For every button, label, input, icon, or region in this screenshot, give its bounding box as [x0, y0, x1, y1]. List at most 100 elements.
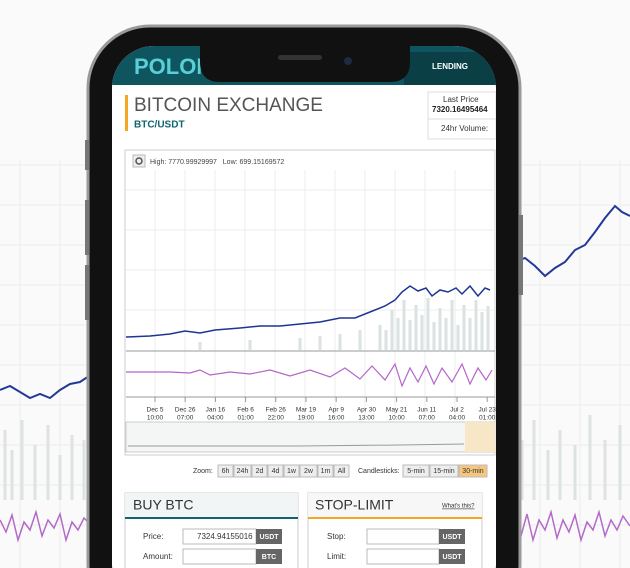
buy-header	[125, 493, 298, 518]
zoom-button[interactable]	[217, 464, 234, 478]
date-label: Apr 30	[357, 407, 377, 414]
lending-tab[interactable]	[404, 52, 496, 85]
zoom-button[interactable]	[283, 464, 300, 478]
zoom-button-label[interactable]: 1m	[321, 468, 331, 475]
limit-unit: USDT	[442, 554, 462, 561]
limit-label: Limit:	[327, 552, 346, 561]
price-label: Price:	[143, 532, 163, 541]
time-label: 07:00	[419, 415, 436, 422]
zoom-label: Zoom:	[193, 468, 213, 475]
price-line	[125, 284, 491, 338]
high-low: High: 7770.99929997 Low: 699.15169572	[150, 159, 284, 166]
volume-bars	[198, 298, 490, 350]
price-unit-tag	[256, 529, 282, 544]
amount-label: Amount:	[143, 552, 173, 561]
zoom-button[interactable]	[267, 464, 284, 478]
time-label: 10:00	[147, 415, 164, 422]
date-label: Apr 9	[328, 407, 344, 414]
navigator-selection[interactable]	[465, 422, 495, 452]
oscillator-line	[126, 362, 493, 388]
time-label: 19:00	[298, 415, 315, 422]
background-volume	[3, 415, 622, 500]
candlestick-button[interactable]	[458, 464, 488, 478]
candlestick-button[interactable]	[429, 464, 459, 478]
date-label: Jan 16	[206, 407, 226, 414]
volume-label: 24hr Volume:	[441, 124, 488, 133]
limit-unit-tag	[439, 549, 465, 564]
background-oscillator	[0, 509, 630, 543]
amount-unit: BTC	[262, 554, 276, 561]
last-price: 7320.16495464	[432, 105, 488, 114]
title-accent	[125, 95, 128, 131]
date-label: Feb 26	[266, 407, 287, 414]
zoom-button-label[interactable]: 1w	[287, 468, 297, 475]
zoom-button-label[interactable]: 4d	[272, 468, 280, 475]
limit-input[interactable]	[366, 548, 440, 565]
zoom-controls: Zoom: 6h 24h 2d 4d 1w 2w 1m All	[193, 464, 350, 478]
stop-label: Stop:	[327, 532, 346, 541]
zoom-button[interactable]	[251, 464, 268, 478]
candlestick-button-label[interactable]: 15-min	[433, 468, 455, 475]
zoom-button-label[interactable]: 2d	[256, 468, 264, 475]
last-price-label: Last Price	[443, 95, 479, 104]
price-unit: USDT	[259, 534, 279, 541]
phone-side-button	[85, 200, 89, 255]
date-label: Feb 6	[237, 407, 254, 414]
chart-grid	[126, 170, 495, 420]
date-label: Mar 19	[296, 407, 317, 414]
stop-unit: USDT	[442, 534, 462, 541]
lending-tab-label[interactable]: LENDING	[432, 62, 468, 71]
chart-panel	[124, 149, 496, 456]
zoom-button-label[interactable]: 6h	[222, 468, 230, 475]
candlestick-controls: Candlesticks: 5-min 15-min 30-min	[358, 464, 488, 478]
settings-button[interactable]	[132, 154, 146, 168]
date-label: Dec 5	[147, 407, 164, 414]
zoom-button[interactable]	[317, 464, 334, 478]
phone-side-button	[519, 215, 523, 295]
phone-side-button	[85, 265, 89, 320]
time-label: 13:00	[358, 415, 375, 422]
amount-unit-tag	[256, 549, 282, 564]
speaker	[278, 55, 322, 60]
amount-input[interactable]	[182, 548, 257, 565]
date-label: Dec 26	[175, 407, 196, 414]
navigator[interactable]	[125, 421, 496, 453]
time-label: 04:00	[449, 415, 466, 422]
market-title: BITCOIN EXCHANGE	[134, 95, 323, 116]
camera	[344, 57, 352, 65]
stop-limit-header	[308, 493, 482, 518]
zoom-button-label[interactable]: All	[338, 468, 346, 475]
zoom-button[interactable]	[233, 464, 252, 478]
stop-unit-tag	[439, 529, 465, 544]
candlestick-button-label[interactable]: 5-min	[407, 468, 425, 475]
zoom-button-label[interactable]: 24h	[237, 468, 249, 475]
date-label: Jul 23	[479, 407, 497, 414]
candlestick-button-label[interactable]: 30-min	[462, 468, 484, 475]
navigator-line	[128, 443, 465, 447]
time-label: 01:00	[237, 415, 254, 422]
zoom-button-label[interactable]: 2w	[304, 468, 314, 475]
stop-limit-title: STOP-LIMIT	[315, 497, 394, 513]
time-label: 10:00	[388, 415, 405, 422]
screen: POLON LENDING BITCOIN EXCHANGE BTC/USDT …	[112, 46, 496, 568]
candlesticks-label: Candlesticks:	[358, 468, 400, 475]
time-label: 16:00	[328, 415, 345, 422]
time-label: 22:00	[268, 415, 285, 422]
background-price-line	[514, 204, 630, 278]
zoom-button[interactable]	[299, 464, 318, 478]
price-value[interactable]: 7324.94155016	[197, 532, 253, 541]
logo[interactable]: POLON	[134, 54, 212, 79]
help-link[interactable]: What's this?	[442, 504, 475, 510]
time-label: 07:00	[177, 415, 194, 422]
date-label: Jul 2	[450, 407, 464, 414]
phone-side-button	[85, 140, 89, 170]
volume-box	[427, 118, 496, 140]
date-label: Jun 11	[417, 407, 436, 414]
zoom-button[interactable]	[333, 464, 350, 478]
candlestick-button[interactable]	[402, 464, 430, 478]
last-price-box	[427, 91, 496, 120]
stop-input[interactable]	[366, 528, 440, 545]
